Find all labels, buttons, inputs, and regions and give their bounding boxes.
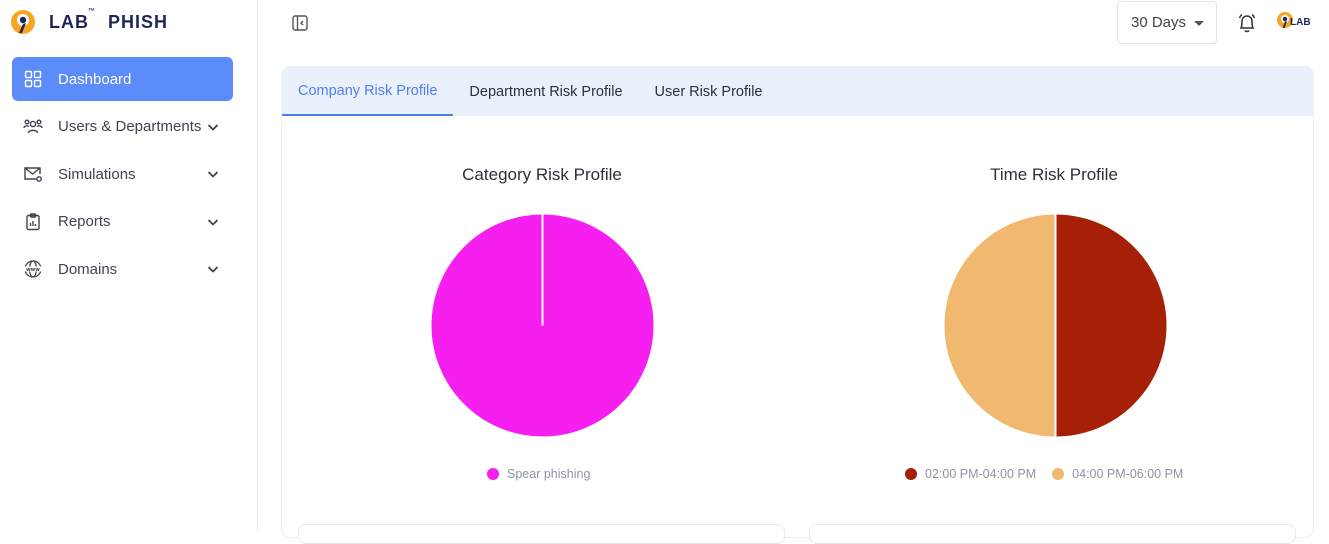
period-select[interactable]: 30 Days	[1117, 1, 1217, 44]
chevron-down-icon[interactable]	[205, 214, 221, 230]
sidebar-item-dashboard[interactable]: Dashboard	[12, 57, 233, 101]
caret-down-icon	[1194, 21, 1204, 26]
legend-category: Spear phishing	[487, 467, 606, 481]
sidebar-item-label: Domains	[58, 260, 118, 278]
legend-entry[interactable]: 04:00 PM-06:00 PM	[1052, 467, 1183, 481]
pie-chart-category	[430, 213, 655, 438]
sidebar: LAB™ PHISH Dashboard	[0, 0, 258, 530]
grid-icon	[23, 69, 43, 89]
brand-logo-icon	[11, 10, 35, 34]
chevron-down-icon[interactable]	[205, 166, 221, 182]
risk-profile-tabs: Company Risk Profile Department Risk Pro…	[282, 67, 1313, 116]
brand[interactable]: LAB™ PHISH	[10, 8, 168, 36]
tab-department-risk-profile[interactable]: Department Risk Profile	[469, 83, 623, 100]
chevron-down-icon[interactable]	[205, 119, 221, 135]
tab-company-risk-profile[interactable]: Company Risk Profile	[282, 67, 454, 116]
bottom-card-left	[298, 524, 785, 544]
sidebar-item-simulations[interactable]: Simulations	[12, 152, 233, 196]
users-icon	[23, 117, 43, 137]
bell-icon[interactable]	[1237, 12, 1257, 34]
tab-user-risk-profile[interactable]: User Risk Profile	[654, 83, 763, 100]
sidebar-item-reports[interactable]: Reports	[12, 200, 233, 244]
sidebar-item-label: Users & Departments	[58, 118, 202, 135]
chart-title-time: Time Risk Profile	[990, 165, 1118, 184]
chart-title-category: Category Risk Profile	[462, 165, 622, 184]
globe-www-icon: www	[23, 259, 43, 279]
bottom-card-right	[809, 524, 1296, 544]
legend-marker	[487, 468, 499, 480]
clipboard-chart-icon	[23, 212, 43, 232]
legend-time: 02:00 PM-04:00 PM 04:00 PM-06:00 PM	[905, 467, 1199, 481]
sidebar-item-users-departments[interactable]: Users & Departments	[12, 105, 233, 149]
legend-marker	[905, 468, 917, 480]
risk-profile-card: Company Risk Profile Department Risk Pro…	[282, 67, 1313, 537]
legend-entry[interactable]: 02:00 PM-04:00 PM	[905, 467, 1036, 481]
avatar-logo-icon	[1277, 12, 1293, 28]
legend-entry[interactable]: Spear phishing	[487, 467, 590, 481]
avatar[interactable]: LAB	[1276, 9, 1318, 35]
legend-label: Spear phishing	[507, 467, 591, 481]
svg-text:www: www	[26, 267, 40, 273]
sidebar-item-label: Reports	[58, 213, 111, 230]
pie-chart-time	[943, 213, 1168, 438]
legend-label: 02:00 PM-04:00 PM	[925, 467, 1037, 481]
brand-name: LAB™ PHISH	[49, 7, 169, 32]
sidebar-collapse-icon[interactable]	[291, 14, 309, 32]
sidebar-item-label: Dashboard	[58, 70, 132, 88]
pie-slice[interactable]	[943, 213, 1057, 438]
avatar-text: LAB	[1290, 17, 1311, 28]
sidebar-item-domains[interactable]: www Domains	[12, 247, 233, 291]
legend-label: 04:00 PM-06:00 PM	[1072, 467, 1184, 481]
period-select-value: 30 Days	[1131, 14, 1187, 31]
sidebar-nav: Dashboard Users & Departments	[12, 57, 233, 295]
pie-slice[interactable]	[1054, 213, 1168, 438]
mail-gear-icon	[23, 164, 43, 184]
legend-marker	[1052, 468, 1065, 480]
chevron-down-icon[interactable]	[205, 261, 221, 277]
sidebar-item-label: Simulations	[58, 165, 136, 183]
